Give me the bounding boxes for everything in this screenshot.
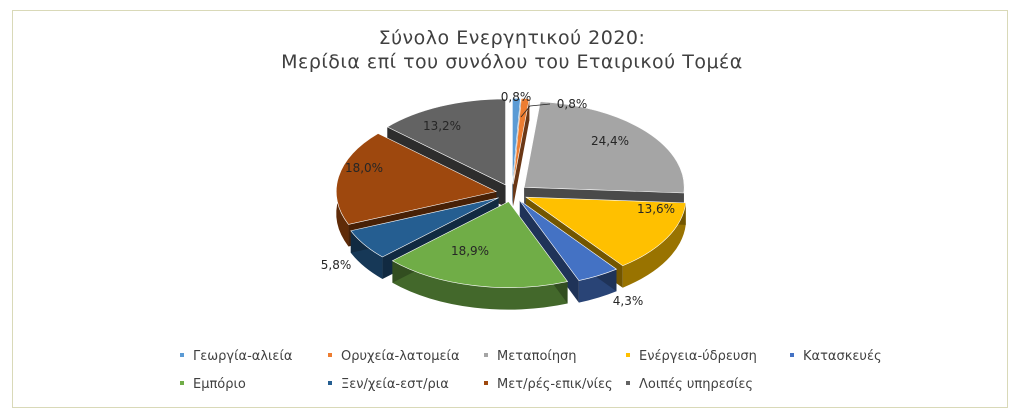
legend-swatch xyxy=(790,352,794,357)
pie-slice-2 xyxy=(512,98,530,185)
legend-item-2: Ορυχεία-λατομεία xyxy=(328,349,460,364)
legend-swatch xyxy=(180,352,184,357)
legend-label: Κατασκευές xyxy=(803,349,882,364)
legend-swatch xyxy=(626,380,630,385)
data-label-9: 13,2% xyxy=(423,119,461,133)
data-label-6: 18,9% xyxy=(451,244,489,258)
legend-label: Γεωργία-αλιεία xyxy=(193,349,293,364)
legend-swatch xyxy=(328,380,332,385)
legend-item-7: Ξεν/χεία-εστ/ρια xyxy=(328,377,449,392)
legend-swatch xyxy=(180,380,184,385)
pie-slice-7 xyxy=(350,197,499,258)
legend-label: Λοιπές υπηρεσίες xyxy=(639,377,754,392)
pie-slice-4-wall xyxy=(622,202,686,288)
pie-slice-9 xyxy=(386,98,506,186)
legend-swatch xyxy=(484,352,488,357)
data-label-1: 0,8% xyxy=(501,90,532,104)
legend-item-5: Κατασκευές xyxy=(790,349,882,364)
chart-title: Σύνολο Ενεργητικού 2020: xyxy=(378,27,646,49)
pie-slice-8 xyxy=(335,133,498,225)
legend-swatch xyxy=(328,352,332,357)
legend-item-4: Ενέργεια-ύδρευση xyxy=(626,349,757,364)
data-label-4: 13,6% xyxy=(637,202,675,216)
pie-slice-3 xyxy=(523,101,685,194)
pie-slice-4 xyxy=(525,196,687,267)
chart-subtitle: Μερίδια επί του συνόλου του Εταιρικού Το… xyxy=(281,51,743,73)
data-label-7: 5,8% xyxy=(321,258,352,272)
data-label-3: 24,4% xyxy=(591,134,629,148)
leader-line xyxy=(520,103,551,118)
legend-label: Ενέργεια-ύδρευση xyxy=(639,349,757,364)
legend-item-9: Λοιπές υπηρεσίες xyxy=(626,377,753,392)
legend-swatch xyxy=(626,352,630,357)
legend-item-8: Μετ/ρές-επικ/νίες xyxy=(484,377,613,392)
legend-label: Ξεν/χεία-εστ/ρια xyxy=(341,377,449,392)
legend-item-3: Μεταποίηση xyxy=(484,349,577,364)
legend-item-1: Γεωργία-αλιεία xyxy=(180,349,292,364)
pie-slice-1 xyxy=(512,97,521,185)
pie-slice-6 xyxy=(391,201,569,288)
legend-item-6: Εμπόριο xyxy=(180,377,246,392)
legend-label: Μετ/ρές-επικ/νίες xyxy=(497,377,613,392)
pie-slice-5 xyxy=(519,200,618,281)
data-label-2: 0,8% xyxy=(557,97,588,111)
pie-slice-2-side-end xyxy=(513,98,530,207)
data-label-8: 18,0% xyxy=(345,161,383,175)
legend-label: Ορυχεία-λατομεία xyxy=(341,349,460,364)
data-label-5: 4,3% xyxy=(613,294,644,308)
legend-swatch xyxy=(484,380,488,385)
legend-label: Εμπόριο xyxy=(193,377,246,392)
pie-slice-6-wall xyxy=(392,260,568,310)
legend-label: Μεταποίηση xyxy=(497,349,577,364)
